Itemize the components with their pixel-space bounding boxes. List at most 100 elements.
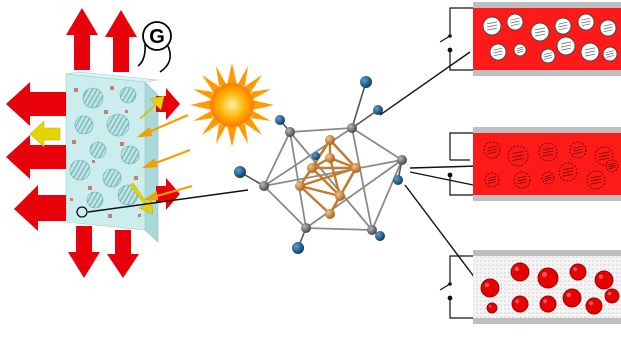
particle xyxy=(510,262,530,282)
sun-icon xyxy=(190,63,274,147)
panel-3-particles xyxy=(480,262,620,315)
particle-hatch xyxy=(558,27,568,31)
particle-hatch xyxy=(606,52,614,56)
panel-1-particles xyxy=(482,13,618,64)
particle-hatch xyxy=(558,24,568,28)
particle-highlight xyxy=(543,299,548,304)
particle-highlight xyxy=(598,274,604,280)
particle-hatch xyxy=(590,175,602,179)
switch-icon xyxy=(439,7,473,71)
particle-hatch xyxy=(493,50,503,54)
ligand-bonds xyxy=(263,127,403,231)
particle-highlight xyxy=(515,299,520,304)
particle xyxy=(585,297,603,315)
particle-hatch xyxy=(486,27,498,31)
panel-1 xyxy=(439,2,621,76)
particle-hatch xyxy=(544,174,552,178)
particle-hatch xyxy=(562,167,574,171)
grey-atoms xyxy=(259,123,407,235)
particle-hatch xyxy=(487,148,497,152)
yellow-arrow-icon xyxy=(129,182,154,215)
red-arrow-icon xyxy=(14,185,66,231)
yellow-arrow-icon xyxy=(139,95,165,120)
particle-hatch xyxy=(512,158,524,161)
red-arrow-icon xyxy=(107,230,139,278)
particle xyxy=(594,270,614,290)
particle-highlight xyxy=(489,305,492,308)
switch-icon xyxy=(439,255,473,319)
film-particles xyxy=(69,86,141,218)
particle-hatch xyxy=(517,178,527,182)
particle-hatch xyxy=(486,24,498,28)
particle-hatch xyxy=(534,30,546,34)
particle-hatch xyxy=(534,27,546,31)
connector-line xyxy=(87,189,249,213)
particle xyxy=(480,278,500,298)
red-arrow-icon xyxy=(6,82,66,126)
particle-highlight xyxy=(589,301,594,306)
particle-hatch xyxy=(608,164,616,168)
particle-hatch xyxy=(510,23,520,27)
particle-hatch xyxy=(488,181,496,184)
particle-hatch xyxy=(562,173,574,177)
particle-highlight xyxy=(573,267,578,272)
gravity-symbol-label: G xyxy=(149,26,165,48)
panel-connectors xyxy=(379,51,479,283)
particle-hatch xyxy=(584,47,596,51)
particle xyxy=(539,295,557,313)
particle xyxy=(562,288,582,308)
switch-icon xyxy=(447,132,473,196)
particle-hatch xyxy=(487,151,497,155)
particle-highlight xyxy=(514,266,520,272)
particle-hatch xyxy=(581,23,591,27)
light-arrows xyxy=(29,95,165,215)
particle-hatch xyxy=(516,50,524,54)
particle-hatch xyxy=(516,46,524,50)
particle-hatch xyxy=(488,178,496,182)
panel-2-particles xyxy=(483,141,619,190)
red-arrow-icon xyxy=(105,10,137,72)
particle-highlight xyxy=(607,291,612,296)
red-arrow-icon xyxy=(68,226,100,278)
particle-hatch xyxy=(584,50,596,54)
particle-hatch xyxy=(542,153,554,157)
particle-hatch xyxy=(493,53,503,57)
particle xyxy=(537,267,559,289)
particle-hatch xyxy=(573,148,583,152)
particle-hatch xyxy=(542,150,554,154)
particle-hatch xyxy=(608,166,616,170)
blue-atoms xyxy=(234,76,403,254)
particle xyxy=(604,288,620,304)
particle-hatch xyxy=(534,33,546,37)
panel-2 xyxy=(447,127,621,201)
red-arrow-icon xyxy=(156,88,180,120)
particle-hatch xyxy=(512,151,524,154)
red-arrow-icon xyxy=(6,135,66,179)
particle-highlight xyxy=(566,292,572,298)
panel-3 xyxy=(439,250,621,324)
particle-hatch xyxy=(510,17,520,21)
particle-hatch xyxy=(512,154,524,158)
particle-hatch xyxy=(606,50,614,53)
particle-highlight xyxy=(484,282,490,288)
gravity-field-icon: G xyxy=(137,21,172,73)
particle-hatch xyxy=(608,162,616,166)
particle-hatch xyxy=(581,20,591,24)
particle-hatch xyxy=(603,23,613,27)
red-arrow-icon xyxy=(66,8,98,70)
particle-hatch xyxy=(598,151,610,155)
gold-atoms xyxy=(295,135,361,219)
particle-hatch xyxy=(487,145,497,149)
incident-rays xyxy=(136,113,193,201)
particle-hatch xyxy=(542,147,554,151)
particle-hatch xyxy=(558,21,568,25)
particle-hatch xyxy=(562,170,574,174)
particle-hatch xyxy=(603,29,613,33)
particle-hatch xyxy=(590,181,602,185)
particle-hatch xyxy=(544,54,552,58)
particle-hatch xyxy=(606,55,614,58)
particle xyxy=(569,263,587,281)
particle-hatch xyxy=(590,178,602,182)
